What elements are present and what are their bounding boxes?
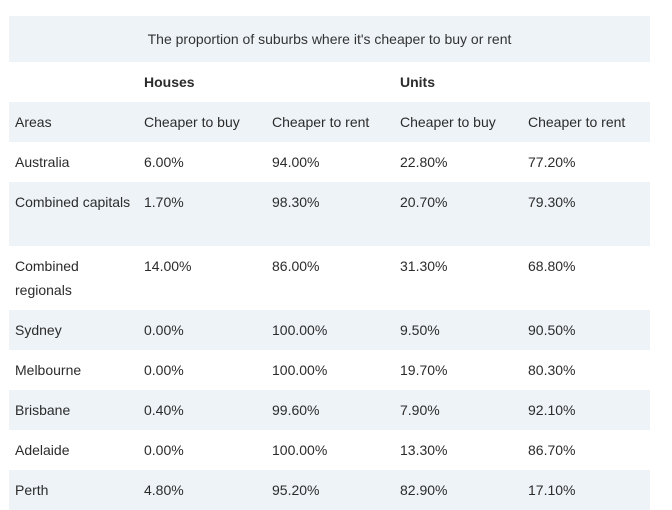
data-table: The proportion of suburbs where it's che… xyxy=(9,16,650,510)
table-row: Combined regionals 14.00% 86.00% 31.30% … xyxy=(9,246,650,310)
houses-buy-cell: 0.00% xyxy=(144,322,184,338)
area-cell: Sydney xyxy=(15,322,62,338)
houses-buy-cell: 6.00% xyxy=(144,154,184,170)
houses-rent-cell: 100.00% xyxy=(272,362,328,378)
area-cell: Brisbane xyxy=(15,402,71,418)
table-row: Melbourne 0.00% 100.00% 19.70% 80.30% xyxy=(9,350,650,390)
houses-buy-cell: 1.70% xyxy=(144,194,184,210)
table-row: Brisbane 0.40% 99.60% 7.90% 92.10% xyxy=(9,390,650,430)
units-buy-cell: 20.70% xyxy=(400,194,448,210)
units-buy-cell: 7.90% xyxy=(400,402,440,418)
column-header-units-rent: Cheaper to rent xyxy=(528,114,626,130)
area-cell: Combined capitals xyxy=(15,194,131,210)
units-buy-cell: 82.90% xyxy=(400,482,448,498)
table-caption: The proportion of suburbs where it's che… xyxy=(9,16,650,62)
houses-rent-cell: 95.20% xyxy=(272,482,320,498)
table-row: Adelaide 0.00% 100.00% 13.30% 86.70% xyxy=(9,430,650,470)
houses-buy-cell: 14.00% xyxy=(144,258,192,274)
units-rent-cell: 79.30% xyxy=(528,194,576,210)
houses-rent-cell: 94.00% xyxy=(272,154,320,170)
table-row: Perth 4.80% 95.20% 82.90% 17.10% xyxy=(9,470,650,510)
units-buy-cell: 31.30% xyxy=(400,258,448,274)
houses-rent-cell: 99.60% xyxy=(272,402,320,418)
units-rent-cell: 80.30% xyxy=(528,362,576,378)
area-cell: Combined regionals xyxy=(15,258,79,298)
column-header-houses-rent: Cheaper to rent xyxy=(272,114,370,130)
table-row: Sydney 0.00% 100.00% 9.50% 90.50% xyxy=(9,310,650,350)
houses-buy-cell: 0.40% xyxy=(144,402,184,418)
column-header-houses-buy: Cheaper to buy xyxy=(144,114,240,130)
units-rent-cell: 17.10% xyxy=(528,482,576,498)
table-row: Australia 6.00% 94.00% 22.80% 77.20% xyxy=(9,142,650,182)
units-buy-cell: 9.50% xyxy=(400,322,440,338)
column-header-areas: Areas xyxy=(15,114,52,130)
table-row: Combined capitals 1.70% 98.30% 20.70% 79… xyxy=(9,182,650,246)
area-cell: Adelaide xyxy=(15,442,70,458)
units-rent-cell: 92.10% xyxy=(528,402,576,418)
houses-buy-cell: 4.80% xyxy=(144,482,184,498)
area-cell: Australia xyxy=(15,154,70,170)
units-rent-cell: 90.50% xyxy=(528,322,576,338)
houses-rent-cell: 86.00% xyxy=(272,258,320,274)
houses-buy-cell: 0.00% xyxy=(144,362,184,378)
houses-rent-cell: 100.00% xyxy=(272,442,328,458)
column-header-row: Areas Cheaper to buy Cheaper to rent Che… xyxy=(9,102,650,142)
units-rent-cell: 86.70% xyxy=(528,442,576,458)
units-buy-cell: 13.30% xyxy=(400,442,448,458)
units-rent-cell: 68.80% xyxy=(528,258,576,274)
column-group-row: Houses Units xyxy=(9,62,650,102)
area-cell: Perth xyxy=(15,482,49,498)
area-cell: Melbourne xyxy=(15,362,82,378)
column-header-units-buy: Cheaper to buy xyxy=(400,114,496,130)
houses-rent-cell: 98.30% xyxy=(272,194,320,210)
units-buy-cell: 22.80% xyxy=(400,154,448,170)
houses-buy-cell: 0.00% xyxy=(144,442,184,458)
group-cell-units: Units xyxy=(400,74,435,90)
group-cell-houses: Houses xyxy=(144,74,195,90)
units-buy-cell: 19.70% xyxy=(400,362,448,378)
houses-rent-cell: 100.00% xyxy=(272,322,328,338)
units-rent-cell: 77.20% xyxy=(528,154,576,170)
